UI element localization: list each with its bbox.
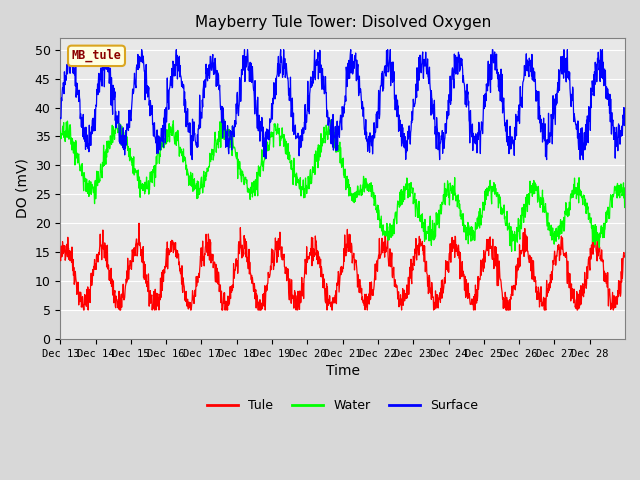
Legend: Tule, Water, Surface: Tule, Water, Surface xyxy=(202,394,483,417)
X-axis label: Time: Time xyxy=(326,364,360,378)
Y-axis label: DO (mV): DO (mV) xyxy=(15,158,29,218)
Title: Mayberry Tule Tower: Disolved Oxygen: Mayberry Tule Tower: Disolved Oxygen xyxy=(195,15,491,30)
Text: MB_tule: MB_tule xyxy=(72,49,122,62)
